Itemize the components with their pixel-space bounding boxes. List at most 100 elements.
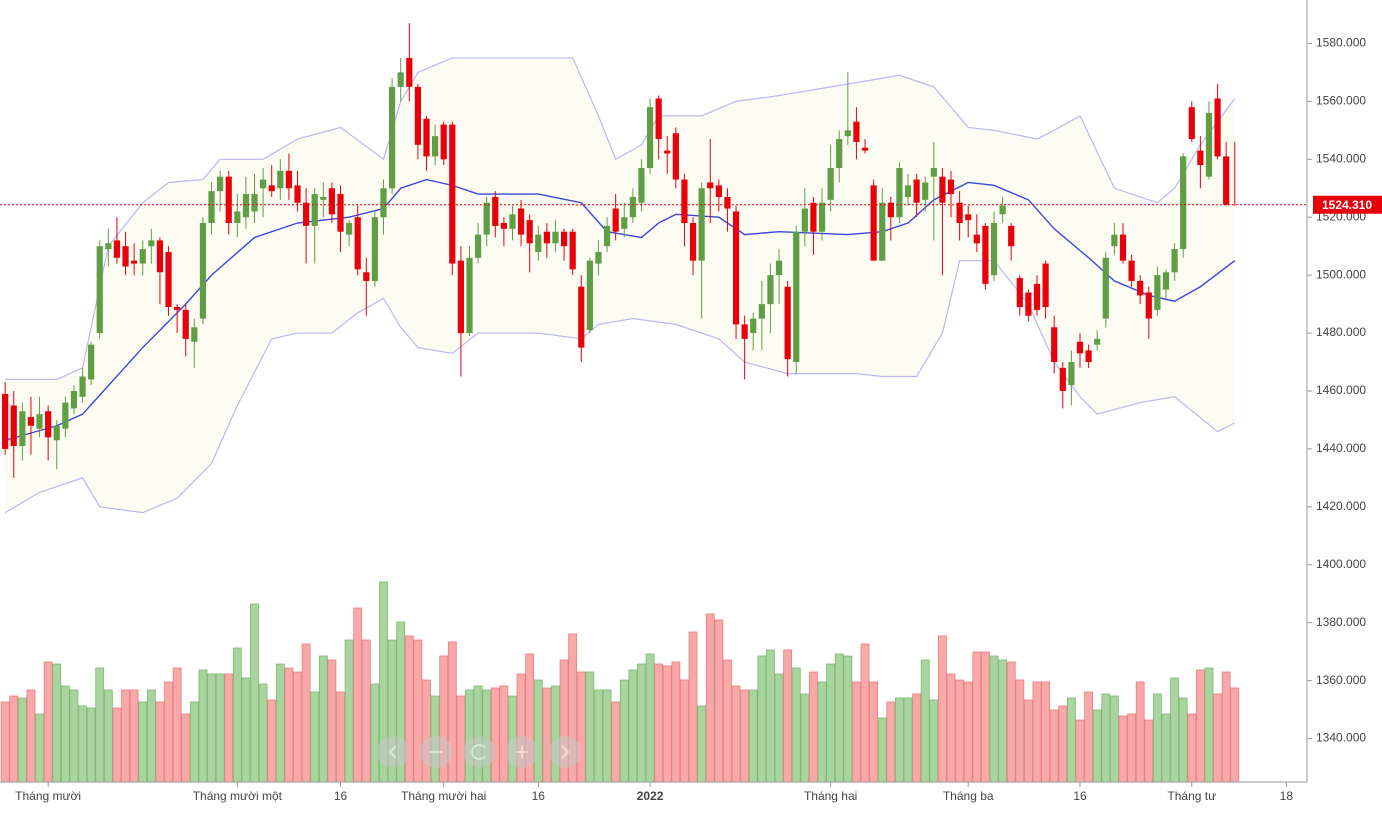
volume-bar xyxy=(637,663,646,783)
y-tick-label: 1440.000 xyxy=(1316,441,1366,455)
candle-body xyxy=(732,211,740,325)
candle-body xyxy=(999,205,1006,215)
volume-bar xyxy=(542,687,552,783)
candle-body xyxy=(560,231,568,247)
volume-bar xyxy=(35,713,44,783)
candle-body xyxy=(655,98,662,140)
candle-body xyxy=(251,194,258,212)
volume-bar xyxy=(886,701,896,783)
volume-bar xyxy=(645,653,655,783)
candle-body xyxy=(311,194,318,226)
candle-body xyxy=(2,393,9,449)
candle-body xyxy=(346,223,353,235)
volume-bar xyxy=(1221,671,1231,783)
volume-bar xyxy=(1152,693,1162,783)
volume-bar xyxy=(1170,677,1179,783)
candle-body xyxy=(1205,112,1213,177)
candle-body xyxy=(930,167,937,177)
volume-bar xyxy=(103,689,113,783)
volume-bar xyxy=(611,701,621,783)
zoom-in-button[interactable] xyxy=(506,736,538,768)
volume-bar xyxy=(946,673,956,783)
volume-bar xyxy=(877,717,887,783)
volume-bar xyxy=(258,683,268,783)
x-tick-label: 18 xyxy=(1280,789,1294,803)
candle-body xyxy=(896,167,903,218)
candle-body xyxy=(88,344,95,380)
candle-body xyxy=(517,208,525,235)
volume-bar xyxy=(267,699,277,783)
candle-body xyxy=(1145,292,1152,319)
candle-body xyxy=(139,249,146,264)
volume-bar xyxy=(654,663,664,783)
candle-body xyxy=(681,179,688,224)
volume-bar xyxy=(1024,699,1033,783)
candle-body xyxy=(1016,278,1023,308)
y-tick-label: 1560.000 xyxy=(1316,94,1366,108)
candle-body xyxy=(27,417,35,426)
candle-body xyxy=(844,130,851,137)
volume-bar xyxy=(929,699,939,783)
candle-body xyxy=(801,208,808,232)
volume-bar xyxy=(697,705,707,783)
volume-bar xyxy=(791,667,801,783)
candle-body xyxy=(225,176,232,224)
candle-body xyxy=(483,202,490,235)
candle-body xyxy=(165,251,172,308)
candle-body xyxy=(1119,234,1127,261)
candle-body xyxy=(492,196,499,226)
volume-bar xyxy=(370,683,380,783)
zoom-out-button[interactable] xyxy=(420,736,452,768)
volume-bar xyxy=(766,649,775,783)
y-tick-label: 1480.000 xyxy=(1316,325,1366,339)
candle-body xyxy=(724,196,731,209)
candle-body xyxy=(337,194,344,232)
volume-bar xyxy=(998,659,1008,783)
reset-button[interactable] xyxy=(463,736,495,768)
volume-bar xyxy=(662,665,672,783)
zoom-controls xyxy=(377,736,581,768)
band-fill xyxy=(5,57,1235,513)
candle-body xyxy=(758,304,765,319)
volume-bar xyxy=(860,643,870,783)
candle-body xyxy=(1033,283,1041,310)
volume-bar xyxy=(172,667,182,783)
volume-bar xyxy=(817,681,827,783)
volume-bar xyxy=(1230,687,1240,783)
candle-body xyxy=(199,223,207,319)
volume-bar xyxy=(215,673,225,783)
candle-body xyxy=(1197,150,1204,166)
candle-body xyxy=(646,107,654,168)
volume-bar xyxy=(1109,695,1119,783)
volume-bar xyxy=(774,673,784,783)
candle-body xyxy=(122,246,129,267)
candle-body xyxy=(10,405,17,447)
candle-body xyxy=(870,185,877,261)
volume-bar xyxy=(938,635,947,783)
volume-bar xyxy=(757,655,767,783)
volume-bar xyxy=(447,641,457,783)
candle-body xyxy=(182,309,189,339)
volume-bar xyxy=(327,659,337,783)
volume-bar xyxy=(594,689,603,783)
volume-bar xyxy=(989,655,999,783)
y-tick-label: 1340.000 xyxy=(1316,731,1366,745)
volume-bar xyxy=(714,619,724,783)
candle-body xyxy=(1085,350,1092,363)
candle-body xyxy=(260,179,267,189)
candle-body xyxy=(1094,338,1101,345)
volume-bar xyxy=(353,607,363,783)
candle-body xyxy=(638,167,645,203)
scroll-right-button[interactable] xyxy=(549,736,581,768)
volume-bar xyxy=(129,689,139,783)
volume-bar xyxy=(198,669,208,783)
volume-bar xyxy=(1195,669,1205,783)
volume-layer xyxy=(0,581,1240,783)
candle-body xyxy=(526,220,533,244)
candle-body xyxy=(629,196,636,218)
candle-body xyxy=(947,179,955,195)
scroll-left-button[interactable] xyxy=(377,736,409,768)
candle-body xyxy=(62,402,69,429)
volume-bar xyxy=(361,639,371,783)
